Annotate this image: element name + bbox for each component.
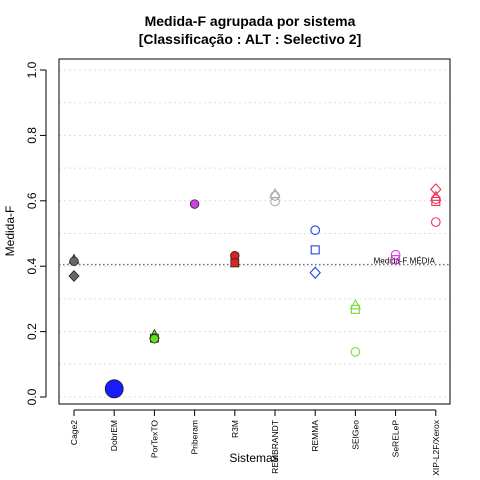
x-tick-label: REMBRANDT (270, 420, 280, 474)
data-point (310, 225, 321, 236)
data-point (309, 266, 321, 279)
data-point (189, 199, 200, 209)
data-point (350, 304, 360, 314)
plot-frame (58, 58, 451, 405)
data-point (430, 217, 441, 227)
data-point (391, 255, 401, 265)
data-point (350, 347, 361, 357)
y-tick-label: 0.4 (25, 258, 39, 275)
x-tick-label: XIP-L2F/Xerox (431, 419, 441, 475)
data-point (310, 245, 320, 255)
y-tick-label: 0.8 (25, 127, 39, 144)
y-tick-label: 0.0 (25, 388, 39, 405)
x-axis: Cage2 DobrEM PorTexTO Priberam R3M REMBRANDT R… (69, 409, 441, 476)
x-tick-label: PorTexTO (149, 420, 159, 458)
data-point (430, 183, 442, 196)
y-tick-label: 0.2 (25, 323, 39, 340)
data-point (349, 299, 362, 310)
x-axis-title: Sistemas (229, 451, 278, 465)
x-tick-label: Priberam (190, 420, 200, 454)
x-tick-label: DobrEM (109, 420, 119, 451)
x-tick-label: Cage2 (69, 420, 79, 445)
x-tick-label: REMMA (310, 420, 320, 452)
chart-title-line-1: Medida-F agrupada por sistema (145, 13, 356, 29)
grid-lines (59, 69, 450, 398)
data-point (230, 258, 240, 268)
data-point (390, 249, 401, 260)
data-point (149, 334, 160, 344)
data-point (430, 194, 441, 205)
x-tick-label: R3M (230, 420, 240, 438)
data-point (270, 191, 280, 201)
y-tick-label: 0.6 (25, 192, 39, 209)
data-point (69, 256, 79, 266)
average-reference-label: Medida-F MÉDIA (374, 257, 436, 266)
data-point (68, 270, 80, 282)
data-point (104, 379, 124, 399)
data-points (68, 183, 442, 399)
chart-title-line-2: [Classificação : ALT : Selectivo 2] (139, 31, 362, 47)
y-axis: 0.0 0.2 0.4 0.6 0.8 1.0 (25, 61, 47, 405)
data-point (431, 196, 441, 207)
x-tick-label: SeRELeP (391, 420, 401, 458)
x-tick-label: SEIGeo (350, 420, 360, 450)
y-axis-title: Medida-F (3, 206, 17, 257)
data-point (270, 196, 280, 207)
y-tick-label: 1.0 (25, 61, 39, 78)
